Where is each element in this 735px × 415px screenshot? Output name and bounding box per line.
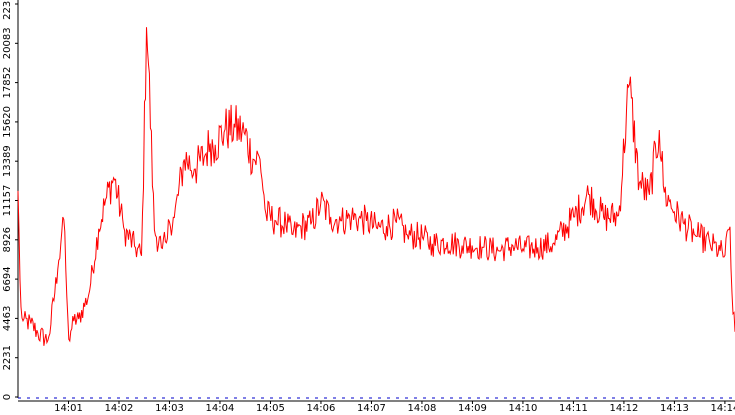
x-tick-label: 14:01 — [54, 403, 83, 414]
y-axis: 0 2231 4463 6694 8926 11157 13389 15620 17852 200… — [2, 0, 19, 400]
x-tick-label: 14:03 — [155, 403, 184, 414]
y-tick-label: 17852 — [2, 67, 13, 99]
series-line — [17, 27, 735, 346]
x-tick-label: 14:06 — [307, 403, 336, 414]
x-tick-label: 14:10 — [509, 403, 538, 414]
x-tick-label: 14:08 — [408, 403, 437, 414]
y-tick-label: 0 — [2, 394, 13, 400]
x-tick-label: 14:02 — [105, 403, 134, 414]
y-tick-label: 4463 — [2, 306, 13, 331]
x-tick-label: 14:07 — [357, 403, 386, 414]
x-tick-label: 14:14 — [710, 403, 735, 414]
x-tick-label: 14:09 — [458, 403, 487, 414]
y-tick-label: 6694 — [2, 266, 13, 291]
y-tick-label: 15620 — [2, 106, 13, 138]
y-tick-label: 2231 — [2, 345, 13, 370]
x-tick-label: 14:05 — [256, 403, 285, 414]
series-group — [17, 27, 735, 346]
x-tick-label: 14:12 — [610, 403, 639, 414]
x-tick-label: 14:11 — [559, 403, 588, 414]
y-tick-label: 22315 — [2, 0, 13, 20]
y-tick-label: 11157 — [2, 185, 13, 217]
y-tick-label: 13389 — [2, 145, 13, 177]
x-tick-label: 14:04 — [206, 403, 235, 414]
x-tick-label: 14:13 — [660, 403, 689, 414]
x-axis: 14:01 14:02 14:03 14:04 14:05 14:06 14:07 14:08… — [18, 397, 735, 414]
y-tick-label: 8926 — [2, 227, 13, 252]
y-tick-label: 20083 — [2, 27, 13, 59]
